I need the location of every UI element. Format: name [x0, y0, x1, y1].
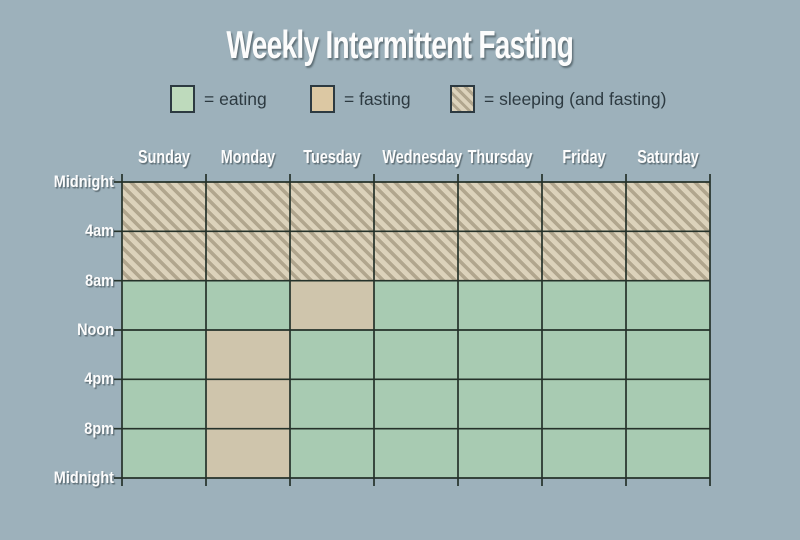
cell-monday-4pm-8pm [206, 379, 290, 429]
legend-label-fasting: = fasting [344, 88, 411, 109]
cell-wednesday-midnight-4am [374, 182, 458, 232]
cell-tuesday-8am-noon [290, 280, 374, 330]
day-label-thursday: Thursday [467, 147, 533, 167]
cell-monday-8pm-midnight [206, 428, 290, 478]
cell-thursday-8pm-midnight [458, 428, 542, 478]
cell-saturday-noon-4pm [626, 329, 710, 380]
cell-thursday-4am-8am [458, 231, 542, 281]
cell-friday-4am-8am [542, 231, 626, 281]
day-label-monday: Monday [220, 147, 276, 167]
cell-saturday-4am-8am [626, 231, 710, 281]
day-label-sunday: Sunday [137, 147, 190, 167]
cell-friday-noon-4pm [542, 329, 626, 380]
cell-wednesday-noon-4pm [374, 329, 458, 380]
sleeping-swatch [450, 85, 475, 113]
cell-sunday-midnight-4am [122, 182, 206, 232]
cell-tuesday-midnight-4am [290, 182, 374, 232]
legend: = eating = fasting = sleeping (and fasti… [0, 85, 800, 115]
cell-monday-4am-8am [206, 231, 290, 281]
cell-saturday-8pm-midnight [626, 428, 710, 478]
cell-sunday-noon-4pm [122, 329, 206, 380]
cell-wednesday-8am-noon [374, 280, 458, 330]
day-label-saturday: Saturday [637, 147, 699, 167]
cell-wednesday-4pm-8pm [374, 379, 458, 429]
eating-swatch [170, 85, 195, 113]
cell-thursday-8am-noon [458, 280, 542, 330]
time-label-4pm-4: 4pm [84, 369, 114, 389]
page-title-text: Weekly Intermittent Fasting [226, 24, 574, 67]
cell-sunday-4am-8am [122, 231, 206, 281]
legend-item-eating: = eating [170, 85, 267, 113]
legend-label-eating: = eating [204, 88, 267, 109]
cell-monday-noon-4pm [206, 329, 290, 380]
day-label-wednesday: Wednesday [382, 147, 463, 167]
cell-tuesday-8pm-midnight [290, 428, 374, 478]
weekly-schedule-grid: Sunday Monday Tuesday Wednesday Thursday Frid… [54, 147, 711, 487]
cell-sunday-4pm-8pm [122, 379, 206, 429]
cell-sunday-8pm-midnight [122, 428, 206, 478]
page-title: Weekly Intermittent Fasting [0, 24, 800, 68]
fasting-swatch [310, 85, 335, 113]
cell-monday-8am-noon [206, 280, 290, 330]
cell-wednesday-4am-8am [374, 231, 458, 281]
cell-friday-8am-noon [542, 280, 626, 330]
time-label-midnight-6: Midnight [53, 468, 114, 487]
cell-sunday-8am-noon [122, 280, 206, 330]
time-label-8pm-5: 8pm [84, 418, 114, 438]
cell-tuesday-noon-4pm [290, 329, 374, 380]
cell-friday-8pm-midnight [542, 428, 626, 478]
cell-tuesday-4pm-8pm [290, 379, 374, 429]
cell-saturday-midnight-4am [626, 182, 710, 232]
cell-friday-midnight-4am [542, 182, 626, 232]
legend-item-fasting: = fasting [310, 85, 411, 113]
day-header-row: Sunday Monday Tuesday Wednesday Thursday Frid… [122, 147, 710, 169]
schedule-cells [122, 182, 710, 478]
cell-wednesday-8pm-midnight [374, 428, 458, 478]
cell-friday-4pm-8pm [542, 379, 626, 429]
cell-saturday-8am-noon [626, 280, 710, 330]
cell-thursday-midnight-4am [458, 182, 542, 232]
cell-saturday-4pm-8pm [626, 379, 710, 429]
cell-thursday-noon-4pm [458, 329, 542, 380]
time-label-8am-2: 8am [85, 270, 114, 290]
cell-monday-midnight-4am [206, 182, 290, 232]
legend-item-sleeping: = sleeping (and fasting) [450, 85, 666, 113]
time-label-midnight-0: Midnight [53, 172, 114, 191]
time-label-4am-1: 4am [85, 221, 114, 241]
day-label-friday: Friday [562, 147, 606, 167]
time-label-noon-3: Noon [77, 320, 114, 339]
day-label-tuesday: Tuesday [303, 147, 361, 167]
cell-thursday-4pm-8pm [458, 379, 542, 429]
cell-tuesday-4am-8am [290, 231, 374, 281]
legend-label-sleeping: = sleeping (and fasting) [484, 88, 667, 109]
